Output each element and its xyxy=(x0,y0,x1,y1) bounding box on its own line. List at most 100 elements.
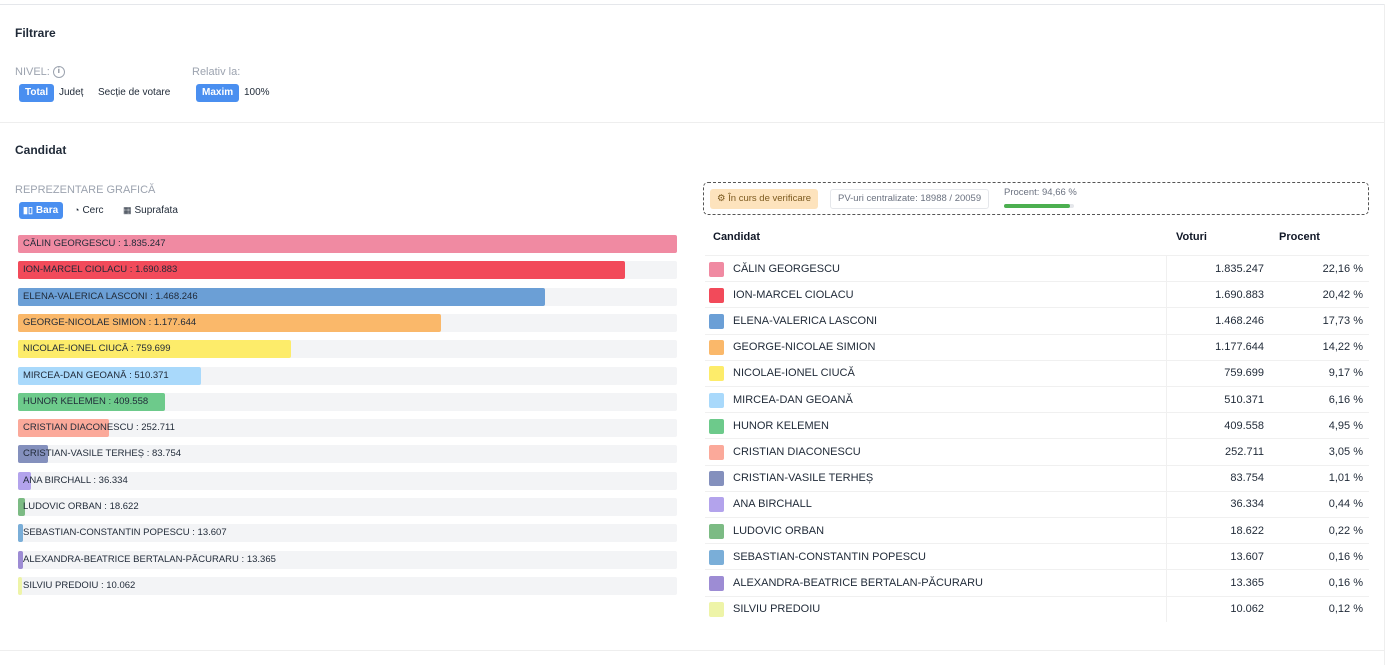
table-row[interactable]: ION-MARCEL CIOLACU 1.690.883 20,42 % xyxy=(705,281,1369,308)
bar-label: ANA BIRCHALL : 36.334 xyxy=(23,474,128,486)
top-border xyxy=(0,4,1384,5)
bar-label: CRISTIAN-VASILE TERHEȘ : 83.754 xyxy=(23,448,182,460)
bar-track: ANA BIRCHALL : 36.334 xyxy=(18,471,677,490)
candidate-name: ION-MARCEL CIOLACU xyxy=(733,288,854,301)
table-row[interactable]: CRISTIAN-VASILE TERHEȘ 83.754 1,01 % xyxy=(705,465,1369,492)
row-divider xyxy=(705,517,1369,518)
viz-area-button[interactable]: ▦ Suprafata xyxy=(119,202,183,219)
status-box: ⚙ În curs de verificare PV-uri centraliz… xyxy=(703,182,1369,215)
bar[interactable] xyxy=(18,235,677,253)
bar[interactable] xyxy=(18,471,32,490)
candidate-percent: 0,44 % xyxy=(1328,498,1363,511)
color-swatch xyxy=(709,340,724,356)
table-row[interactable]: ANA BIRCHALL 36.334 0,44 % xyxy=(705,491,1369,518)
viz-circle-label: Cerc xyxy=(82,205,104,216)
candidate-percent: 20,42 % xyxy=(1322,288,1363,301)
bar-label: NICOLAE-IONEL CIUCĂ : 759.699 xyxy=(23,343,171,355)
viz-label: REPREZENTARE GRAFICĂ xyxy=(15,184,156,196)
bar-track: GEORGE-NICOLAE SIMION : 1.177.644 xyxy=(18,313,677,332)
row-divider xyxy=(705,595,1369,597)
candidate-percent: 9,17 % xyxy=(1328,367,1363,380)
row-divider xyxy=(705,569,1369,571)
level-sectie-button[interactable]: Secție de votare xyxy=(98,87,171,98)
row-divider xyxy=(705,412,1369,414)
bar[interactable] xyxy=(18,366,202,385)
column-separator xyxy=(1166,438,1167,465)
bar[interactable] xyxy=(18,313,441,332)
table-row[interactable]: NICOLAE-IONEL CIUCĂ 759.699 9,17 % xyxy=(705,360,1369,387)
candidate-section-title: Candidat xyxy=(15,143,67,157)
bar[interactable] xyxy=(18,550,23,569)
relative-maxim-button[interactable]: Maxim xyxy=(196,84,240,102)
bar-track: SEBASTIAN-CONSTANTIN POPESCU : 13.607 xyxy=(18,524,677,543)
bar[interactable] xyxy=(18,498,25,516)
bar[interactable] xyxy=(18,524,23,543)
bar-chart-icon: ▮▯ xyxy=(23,205,33,215)
candidate-name: ELENA-VALERICA LASCONI xyxy=(733,314,878,327)
level-total-button[interactable]: Total xyxy=(19,84,55,102)
bar[interactable] xyxy=(18,445,49,464)
table-row[interactable]: CĂLIN GEORGESCU 1.835.247 22,16 % xyxy=(705,255,1369,282)
column-separator xyxy=(1166,465,1167,492)
row-divider xyxy=(705,386,1369,387)
bar-label: ION-MARCEL CIOLACU : 1.690.883 xyxy=(23,264,178,276)
bar[interactable] xyxy=(18,287,546,306)
candidate-votes: 36.334 xyxy=(1230,498,1264,511)
color-swatch xyxy=(709,497,724,513)
verification-badge: ⚙ În curs de verificare xyxy=(710,189,819,209)
relative-100-button[interactable]: 100% xyxy=(244,87,270,98)
row-divider xyxy=(705,438,1369,440)
candidate-percent: 1,01 % xyxy=(1328,472,1363,485)
bar-label: CRISTIAN DIACONESCU : 252.711 xyxy=(23,422,175,434)
column-separator xyxy=(1166,596,1167,623)
candidate-percent: 6,16 % xyxy=(1328,393,1363,406)
relative-label: Relativ la: xyxy=(192,66,241,78)
pie-chart-icon: ◔ xyxy=(74,205,80,215)
bar[interactable] xyxy=(18,261,626,280)
candidate-votes: 1.835.247 xyxy=(1215,262,1264,275)
color-swatch xyxy=(709,392,724,408)
bar-track: ELENA-VALERICA LASCONI : 1.468.246 xyxy=(18,287,677,306)
row-divider xyxy=(705,490,1369,492)
header-votes[interactable]: Voturi xyxy=(1176,231,1207,243)
header-percent[interactable]: Procent xyxy=(1279,231,1320,243)
color-swatch xyxy=(709,261,724,277)
bottom-divider xyxy=(0,650,1384,651)
row-divider xyxy=(705,543,1369,545)
table-row[interactable]: SILVIU PREDOIU 10.062 0,12 % xyxy=(705,596,1369,623)
row-divider xyxy=(705,255,1369,256)
bar-label: SEBASTIAN-CONSTANTIN POPESCU : 13.607 xyxy=(23,527,227,539)
gear-icon: ⚙ xyxy=(717,193,729,204)
percent-text: Procent: 94,66 % xyxy=(1004,187,1077,198)
bar[interactable] xyxy=(18,392,166,411)
column-separator xyxy=(1166,255,1167,282)
candidate-percent: 0,16 % xyxy=(1328,550,1363,563)
table-row[interactable]: HUNOR KELEMEN 409.558 4,95 % xyxy=(705,412,1369,439)
table-row[interactable]: LUDOVIC ORBAN 18.622 0,22 % xyxy=(705,517,1369,544)
viz-circle-button[interactable]: ◔ Cerc xyxy=(70,202,109,219)
viz-bar-button[interactable]: ▮▯ Bara xyxy=(19,202,64,219)
bar[interactable] xyxy=(18,576,22,595)
table-row[interactable]: CRISTIAN DIACONESCU 252.711 3,05 % xyxy=(705,438,1369,465)
table-row[interactable]: ELENA-VALERICA LASCONI 1.468.246 17,73 % xyxy=(705,307,1369,334)
grid-icon: ▦ xyxy=(123,205,132,215)
level-judet-button[interactable]: Județ xyxy=(59,87,84,98)
bar[interactable] xyxy=(18,419,109,438)
header-candidate[interactable]: Candidat xyxy=(713,231,761,243)
column-separator xyxy=(1166,307,1167,334)
bar-label: SILVIU PREDOIU : 10.062 xyxy=(23,579,136,591)
candidate-percent: 17,73 % xyxy=(1322,314,1363,327)
table-row[interactable]: MIRCEA-DAN GEOANĂ 510.371 6,16 % xyxy=(705,386,1369,413)
table-row[interactable]: SEBASTIAN-CONSTANTIN POPESCU 13.607 0,16 % xyxy=(705,543,1369,570)
candidate-name: NICOLAE-IONEL CIUCĂ xyxy=(733,367,855,380)
table-row[interactable]: ALEXANDRA-BEATRICE BERTALAN-PĂCURARU 13.3… xyxy=(705,569,1369,596)
info-icon[interactable]: i xyxy=(52,66,65,79)
candidate-name: SILVIU PREDOIU xyxy=(733,603,821,616)
candidate-name: ALEXANDRA-BEATRICE BERTALAN-PĂCURARU xyxy=(733,576,983,589)
viz-bar-label: Bara xyxy=(35,205,59,216)
verification-text: În curs de verificare xyxy=(728,193,812,204)
bar[interactable] xyxy=(18,340,291,359)
bar-track: LUDOVIC ORBAN : 18.622 xyxy=(18,498,677,516)
bar-label: HUNOR KELEMEN : 409.558 xyxy=(23,395,149,407)
table-row[interactable]: GEORGE-NICOLAE SIMION 1.177.644 14,22 % xyxy=(705,334,1369,361)
